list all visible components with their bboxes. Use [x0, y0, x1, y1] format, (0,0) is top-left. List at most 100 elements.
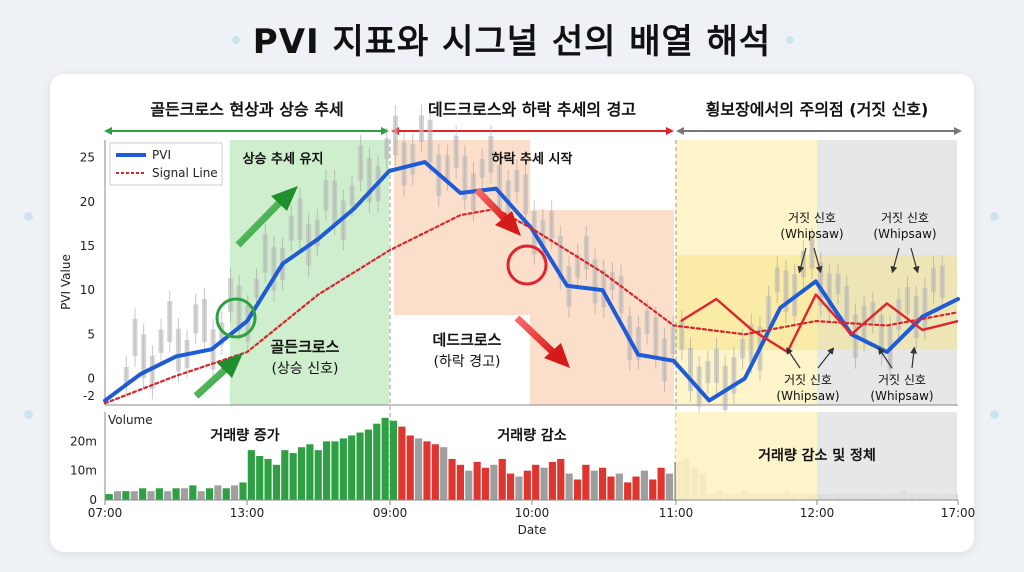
decor-dot [24, 212, 33, 221]
candle-body [193, 304, 199, 334]
candle-body [262, 234, 268, 273]
x-axis-label: Date [518, 523, 547, 537]
volume-bar [615, 473, 623, 500]
false-signal-br: 거짓 신호 [878, 373, 926, 387]
volume-bar [381, 417, 389, 500]
section-header-dead: 데드크로스와 하락 추세의 경고 [428, 100, 636, 119]
candle-body [132, 318, 138, 357]
candle-body [644, 310, 650, 335]
candle-body [314, 219, 320, 247]
volume-bar [599, 467, 607, 500]
volume-bar [364, 429, 373, 500]
volume-bar [306, 444, 314, 500]
x-tick-label: 10:00 [515, 506, 550, 520]
false-signal-br-sub: (Whipsaw) [870, 389, 933, 403]
volume-bar [481, 467, 490, 500]
volume-bar [507, 473, 515, 500]
candle-body [158, 329, 164, 353]
down-arrow-bottom-head [544, 343, 570, 368]
y-tick-label: 15 [80, 239, 95, 253]
x-tick-label: 17:00 [941, 506, 976, 520]
decor-dot [786, 36, 794, 44]
volume-up-label: 거래량 증가 [210, 428, 279, 444]
volume-bar [239, 482, 247, 500]
volume-bar [264, 458, 272, 500]
volume-tick-label: 20m [70, 434, 97, 448]
volume-bar [415, 438, 423, 500]
candle-body [175, 328, 181, 372]
volume-bar [222, 488, 230, 500]
candle-body [332, 180, 338, 225]
candle-body [549, 210, 555, 239]
candle-body [670, 326, 676, 355]
downtrend-label: 하락 추세 시작 [492, 151, 573, 167]
candle-body [575, 254, 581, 278]
candle-body [444, 155, 450, 181]
volume-flat-label: 거래량 감소 및 정체 [758, 447, 876, 464]
candle-body [844, 286, 850, 322]
volume-bar [297, 447, 306, 500]
candle-body [592, 259, 598, 304]
x-tick-label: 09:00 [373, 506, 408, 520]
candle-body [453, 135, 459, 168]
volume-bar [473, 461, 481, 500]
volume-bar [532, 464, 540, 500]
up-arrow-top [235, 195, 287, 248]
volume-zone-b [817, 412, 957, 500]
candle-body [392, 115, 398, 156]
volume-bar [122, 491, 130, 500]
dead-cross-marker [506, 244, 548, 286]
dead-cross-label: 데드크로스 [432, 331, 501, 349]
candle-body [826, 273, 832, 313]
candle-body [809, 237, 815, 269]
volume-bar [565, 473, 573, 500]
candle-body [714, 348, 720, 383]
candle-body [366, 158, 372, 203]
section-header-golden: 골든크로스 현상과 상승 추세 [150, 100, 343, 119]
candle-body [878, 315, 884, 355]
pointer [817, 347, 835, 369]
volume-bar [398, 426, 406, 500]
volume-bar [573, 479, 582, 500]
golden-cross-sub: (상승 신호) [272, 361, 339, 377]
candle-body [688, 347, 694, 392]
candle-body [271, 247, 277, 291]
volume-bar [339, 438, 347, 500]
candle-body [635, 326, 641, 360]
up-arrow-top-head [271, 186, 298, 211]
x-tick-label: 13:00 [230, 506, 265, 520]
pointer [890, 247, 900, 274]
false-signal-tr: 거짓 신호 [881, 211, 929, 225]
candle-body [427, 120, 433, 163]
volume-bar [523, 470, 531, 500]
down-arrow-top-head [495, 211, 521, 236]
candle-body [201, 298, 207, 343]
pointer [813, 247, 823, 274]
volume-bar [113, 491, 122, 500]
candle-body [540, 219, 546, 249]
volume-bar [665, 473, 674, 500]
legend-box [109, 142, 223, 186]
candle-body [254, 278, 260, 299]
candle-body [740, 339, 746, 359]
volume-zone-a [676, 412, 817, 500]
volume-bar [632, 476, 640, 500]
volume-bar [256, 456, 264, 500]
false-signal-tl: 거짓 신호 [788, 211, 836, 225]
volume-bar [130, 491, 138, 500]
candle-body [479, 159, 485, 179]
dead-cross-sub: (하락 경고) [434, 354, 501, 370]
volume-bar [440, 447, 448, 500]
candle-body [939, 265, 945, 298]
decor-dot [24, 410, 33, 419]
candle-body [505, 180, 511, 215]
volume-bar [465, 470, 473, 500]
volume-bar [348, 435, 356, 500]
volume-bar [105, 494, 113, 500]
candle-body [149, 355, 155, 389]
false-signal-tr-sub: (Whipsaw) [873, 227, 936, 241]
volume-bar [456, 464, 464, 500]
candle-body [618, 275, 624, 314]
candle-body [705, 361, 711, 384]
volume-bar [406, 435, 414, 500]
